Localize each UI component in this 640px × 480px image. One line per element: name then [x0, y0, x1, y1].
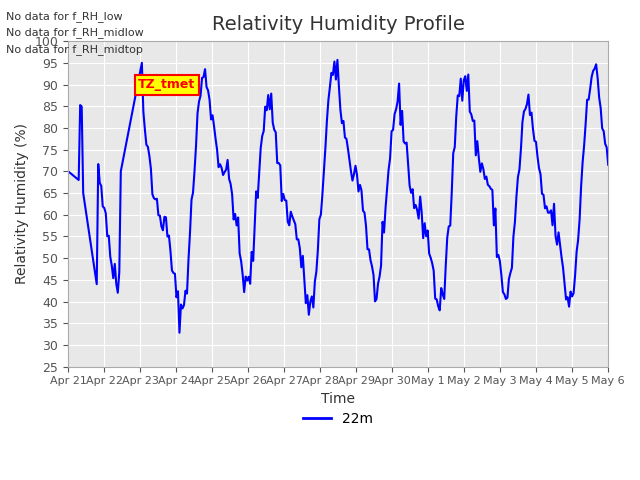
Legend: 22m: 22m — [298, 406, 379, 432]
Title: Relativity Humidity Profile: Relativity Humidity Profile — [212, 15, 465, 34]
Text: No data for f_RH_midlow: No data for f_RH_midlow — [6, 27, 144, 38]
X-axis label: Time: Time — [321, 392, 355, 406]
Text: No data for f_RH_midtop: No data for f_RH_midtop — [6, 44, 143, 55]
Text: No data for f_RH_low: No data for f_RH_low — [6, 11, 123, 22]
Y-axis label: Relativity Humidity (%): Relativity Humidity (%) — [15, 123, 29, 284]
Text: TZ_tmet: TZ_tmet — [138, 78, 196, 91]
